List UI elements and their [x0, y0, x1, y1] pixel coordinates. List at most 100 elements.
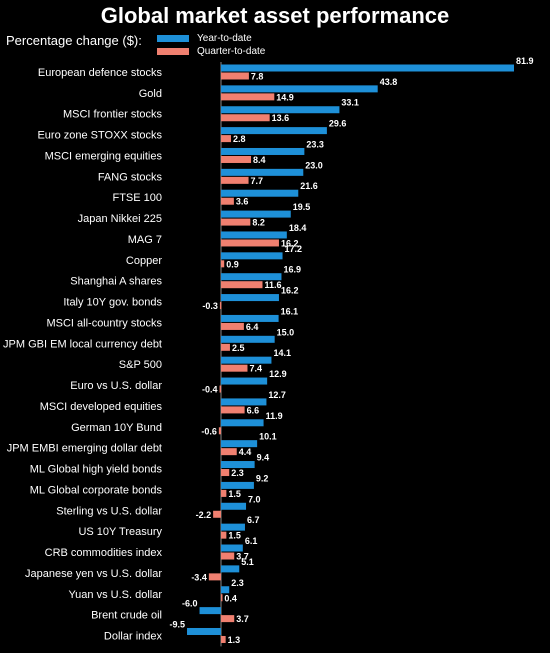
data-label-qtd: 2.5 — [232, 343, 245, 353]
bar-ytd — [221, 273, 282, 281]
bar-qtd — [221, 218, 251, 226]
category-label: Japan Nikkei 225 — [78, 213, 162, 225]
data-label-qtd: 4.4 — [239, 447, 252, 457]
category-label: MSCI emerging equities — [45, 150, 163, 162]
bar-qtd — [218, 427, 221, 435]
data-label-qtd: 6.4 — [246, 322, 259, 332]
bar-ytd — [221, 147, 305, 155]
data-label-ytd: 18.4 — [289, 223, 307, 233]
bar-qtd — [221, 322, 244, 330]
bar-ytd — [221, 419, 264, 427]
bar-ytd — [221, 189, 299, 197]
data-label-ytd: 2.3 — [231, 578, 244, 588]
bar-qtd — [221, 155, 252, 163]
bar-ytd — [221, 523, 245, 531]
bar-ytd — [221, 565, 240, 573]
category-label: Euro vs U.S. dollar — [70, 380, 162, 392]
bar-ytd — [221, 314, 279, 322]
category-label: FTSE 100 — [112, 192, 162, 204]
data-label-ytd: 6.7 — [247, 515, 260, 525]
bar-ytd — [199, 607, 221, 615]
data-label-ytd: 12.9 — [269, 369, 287, 379]
bar-qtd — [221, 281, 263, 289]
data-label-qtd: 0.9 — [226, 259, 239, 269]
category-label: Yuan vs U.S. dollar — [68, 589, 162, 601]
data-label-qtd: -2.2 — [196, 510, 212, 520]
bar-qtd — [221, 197, 234, 205]
data-label-qtd: 1.3 — [228, 635, 241, 645]
data-label-qtd: 7.7 — [251, 176, 264, 186]
bar-ytd — [221, 127, 327, 135]
bar-ytd — [221, 502, 247, 510]
bar-qtd — [221, 635, 226, 643]
legend-label-ytd: Year-to-date — [197, 33, 252, 44]
bar-ytd — [221, 461, 255, 469]
bar-qtd — [208, 573, 221, 581]
data-label-ytd: 10.1 — [259, 432, 277, 442]
data-label-ytd: 16.9 — [283, 265, 301, 275]
data-label-ytd: 17.2 — [285, 244, 303, 254]
bar-ytd — [221, 85, 378, 93]
legend-item-ytd: Year-to-date — [157, 32, 265, 45]
data-label-ytd: -9.5 — [169, 619, 185, 629]
category-label: German 10Y Bund — [71, 422, 162, 434]
bar-qtd — [221, 260, 225, 268]
category-label: Dollar index — [104, 630, 163, 642]
data-label-qtd: 3.6 — [236, 197, 249, 207]
bar-qtd — [221, 594, 223, 602]
data-label-qtd: -0.3 — [202, 301, 218, 311]
bar-qtd — [221, 135, 232, 143]
bar-qtd — [221, 239, 279, 247]
data-label-qtd: 2.8 — [233, 134, 246, 144]
category-label: Copper — [126, 255, 162, 267]
category-label: European defence stocks — [38, 67, 163, 79]
bar-qtd — [221, 469, 230, 477]
bar-qtd — [221, 552, 235, 560]
data-label-ytd: 19.5 — [293, 202, 311, 212]
category-label: MSCI developed equities — [40, 401, 163, 413]
data-label-ytd: 43.8 — [380, 77, 398, 87]
legend-label-qtd: Quarter-to-date — [197, 46, 266, 57]
bar-ytd — [221, 398, 267, 406]
category-label: MSCI frontier stocks — [63, 109, 163, 121]
bar-ytd — [221, 586, 230, 594]
data-label-ytd: 16.1 — [281, 306, 299, 316]
data-label-ytd: 12.7 — [268, 390, 286, 400]
data-label-qtd: 14.9 — [276, 92, 294, 102]
category-label: US 10Y Treasury — [78, 526, 162, 538]
data-label-ytd: 21.6 — [300, 181, 318, 191]
bar-qtd — [221, 72, 249, 80]
category-label: JPM GBI EM local currency debt — [3, 338, 162, 350]
bar-ytd — [221, 440, 258, 448]
data-label-qtd: 0.4 — [224, 593, 237, 603]
data-label-ytd: 9.2 — [256, 473, 269, 483]
category-label: Brent crude oil — [91, 610, 162, 622]
data-label-qtd: -3.4 — [191, 572, 207, 582]
bar-ytd — [221, 377, 268, 385]
data-label-ytd: 11.9 — [266, 411, 283, 421]
bar-qtd — [219, 302, 222, 310]
data-label-qtd: -0.4 — [202, 385, 218, 395]
category-label: ML Global high yield bonds — [30, 464, 163, 476]
bar-ytd — [221, 335, 275, 343]
bar-qtd — [221, 176, 249, 184]
category-label: MSCI all-country stocks — [46, 317, 162, 329]
bar-qtd — [221, 615, 235, 623]
category-label: JPM EMBI emerging dollar debt — [7, 443, 162, 455]
legend-item-qtd: Quarter-to-date — [157, 45, 265, 58]
legend-swatch-qtd — [157, 48, 189, 55]
bar-ytd — [187, 627, 221, 635]
data-label-ytd: 16.2 — [281, 286, 299, 296]
category-label: Gold — [139, 88, 162, 100]
bar-qtd — [221, 406, 245, 414]
data-label-ytd: 81.9 — [516, 56, 534, 66]
data-label-qtd: 7.4 — [249, 364, 262, 374]
bar-qtd — [221, 448, 237, 456]
bar-ytd — [221, 106, 340, 114]
data-label-qtd: -0.6 — [201, 426, 217, 436]
data-label-qtd: 1.5 — [228, 489, 241, 499]
category-label: FANG stocks — [98, 171, 163, 183]
bar-ytd — [221, 231, 287, 239]
bar-ytd — [221, 252, 283, 260]
